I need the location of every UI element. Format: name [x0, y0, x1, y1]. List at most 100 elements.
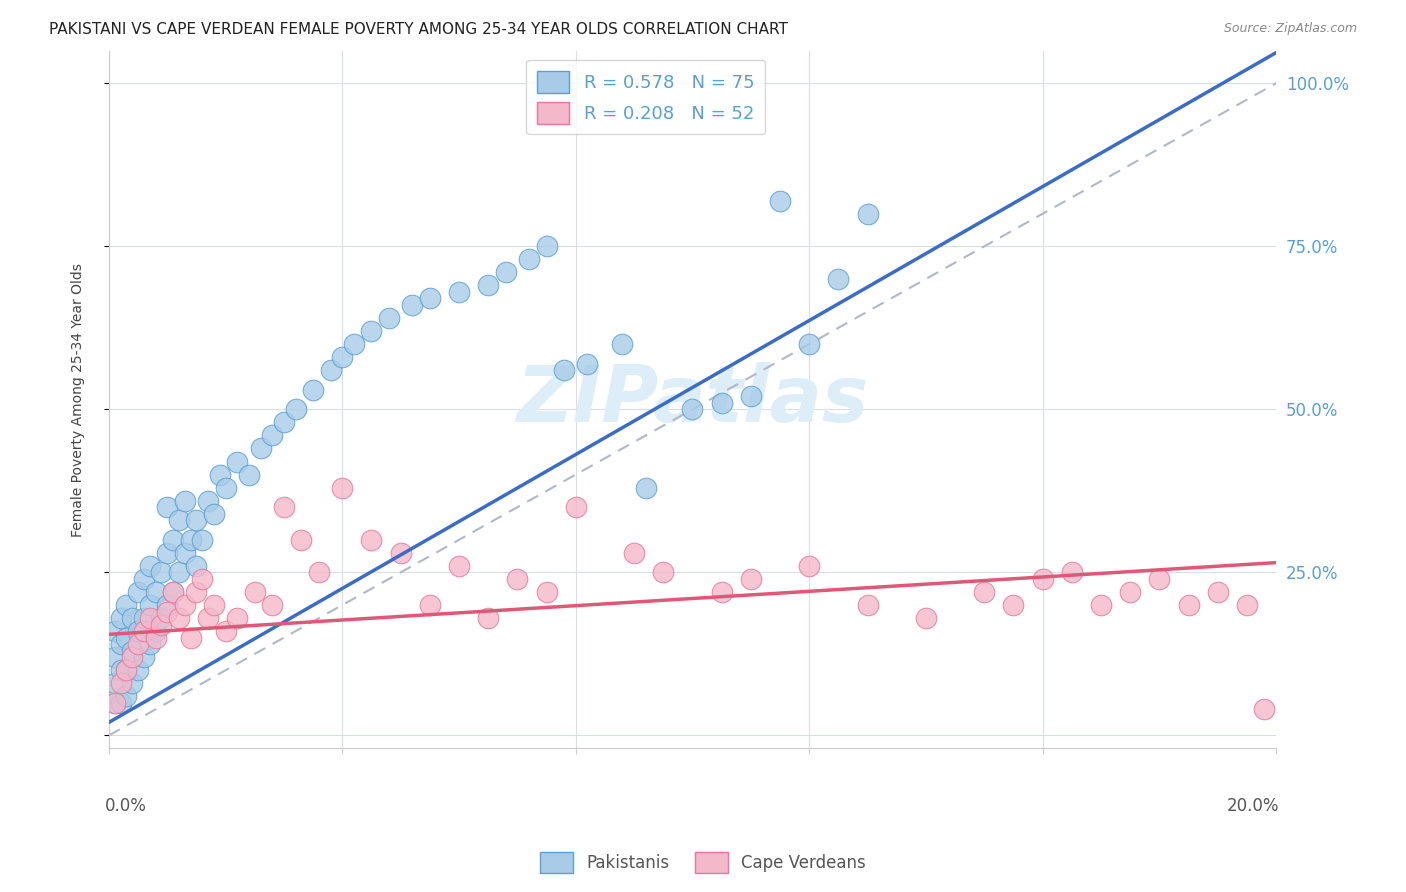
Point — [226, 454, 249, 468]
Point — [104, 676, 127, 690]
Point — [104, 696, 127, 710]
Point — [132, 572, 155, 586]
Point — [564, 500, 586, 515]
Point — [162, 585, 184, 599]
Point — [634, 481, 657, 495]
Text: 0.0%: 0.0% — [105, 797, 148, 815]
Point — [115, 631, 138, 645]
Point — [145, 631, 167, 645]
Point — [104, 696, 127, 710]
Point — [740, 572, 762, 586]
Point — [173, 598, 195, 612]
Point — [1177, 598, 1199, 612]
Point — [110, 696, 132, 710]
Point — [343, 337, 366, 351]
Point — [110, 611, 132, 625]
Point — [110, 663, 132, 677]
Point — [506, 572, 529, 586]
Point — [173, 493, 195, 508]
Point — [273, 416, 295, 430]
Point — [1206, 585, 1229, 599]
Point — [1236, 598, 1258, 612]
Point — [115, 663, 138, 677]
Point — [115, 690, 138, 704]
Point — [132, 650, 155, 665]
Point — [308, 566, 330, 580]
Point — [173, 546, 195, 560]
Point — [360, 324, 382, 338]
Point — [121, 676, 143, 690]
Point — [208, 467, 231, 482]
Point — [477, 611, 499, 625]
Point — [517, 252, 540, 267]
Point — [740, 389, 762, 403]
Point — [191, 533, 214, 547]
Point — [710, 396, 733, 410]
Point — [162, 585, 184, 599]
Point — [197, 611, 219, 625]
Point — [132, 624, 155, 639]
Point — [150, 617, 173, 632]
Point — [682, 402, 704, 417]
Point — [1060, 566, 1083, 580]
Point — [110, 637, 132, 651]
Point — [121, 650, 143, 665]
Point — [419, 292, 441, 306]
Point — [915, 611, 938, 625]
Point — [162, 533, 184, 547]
Point — [302, 383, 325, 397]
Point — [104, 650, 127, 665]
Point — [145, 585, 167, 599]
Point — [1149, 572, 1171, 586]
Point — [273, 500, 295, 515]
Point — [623, 546, 645, 560]
Point — [576, 357, 599, 371]
Point — [1090, 598, 1112, 612]
Point — [330, 481, 353, 495]
Point — [214, 624, 236, 639]
Point — [495, 265, 517, 279]
Point — [214, 481, 236, 495]
Point — [827, 272, 849, 286]
Point — [127, 663, 149, 677]
Point — [262, 598, 284, 612]
Text: PAKISTANI VS CAPE VERDEAN FEMALE POVERTY AMONG 25-34 YEAR OLDS CORRELATION CHART: PAKISTANI VS CAPE VERDEAN FEMALE POVERTY… — [49, 22, 789, 37]
Point — [167, 611, 190, 625]
Point — [319, 363, 342, 377]
Point — [1032, 572, 1054, 586]
Point — [150, 566, 173, 580]
Text: ZIPatlas: ZIPatlas — [516, 361, 869, 438]
Point — [202, 507, 225, 521]
Point — [180, 631, 202, 645]
Point — [197, 493, 219, 508]
Point — [1253, 702, 1275, 716]
Point — [536, 585, 558, 599]
Point — [447, 558, 470, 573]
Point — [156, 546, 179, 560]
Point — [1119, 585, 1142, 599]
Point — [536, 239, 558, 253]
Point — [284, 402, 307, 417]
Point — [419, 598, 441, 612]
Legend: Pakistanis, Cape Verdeans: Pakistanis, Cape Verdeans — [533, 846, 873, 880]
Point — [127, 585, 149, 599]
Point — [156, 500, 179, 515]
Point — [330, 350, 353, 364]
Legend: R = 0.578   N = 75, R = 0.208   N = 52: R = 0.578 N = 75, R = 0.208 N = 52 — [526, 60, 765, 135]
Point — [360, 533, 382, 547]
Y-axis label: Female Poverty Among 25-34 Year Olds: Female Poverty Among 25-34 Year Olds — [72, 262, 86, 536]
Point — [115, 598, 138, 612]
Point — [138, 611, 160, 625]
Point — [121, 611, 143, 625]
Point — [799, 337, 821, 351]
Point — [973, 585, 995, 599]
Point — [249, 442, 271, 456]
Point — [447, 285, 470, 299]
Point — [156, 605, 179, 619]
Point — [238, 467, 260, 482]
Point — [186, 558, 208, 573]
Point — [138, 637, 160, 651]
Point — [856, 598, 879, 612]
Text: 20.0%: 20.0% — [1227, 797, 1279, 815]
Point — [389, 546, 412, 560]
